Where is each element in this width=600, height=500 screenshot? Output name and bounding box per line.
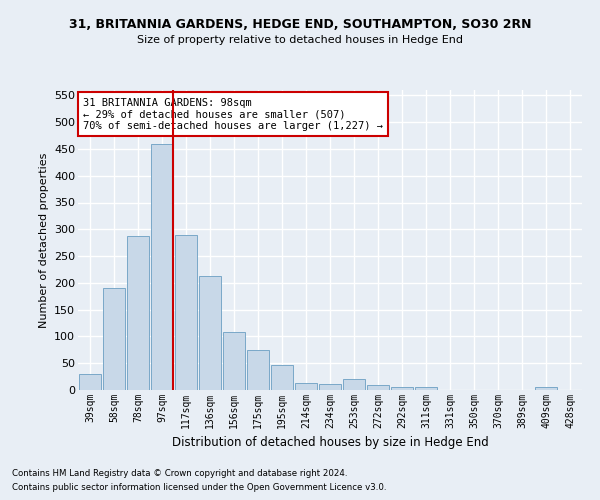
- Bar: [535, 388, 557, 390]
- Bar: [79, 374, 101, 390]
- Bar: [391, 388, 413, 390]
- Bar: [415, 388, 437, 390]
- Bar: [343, 379, 365, 390]
- Text: Contains HM Land Registry data © Crown copyright and database right 2024.: Contains HM Land Registry data © Crown c…: [12, 468, 347, 477]
- Bar: [223, 332, 245, 390]
- X-axis label: Distribution of detached houses by size in Hedge End: Distribution of detached houses by size …: [172, 436, 488, 450]
- Y-axis label: Number of detached properties: Number of detached properties: [38, 152, 49, 328]
- Text: 31, BRITANNIA GARDENS, HEDGE END, SOUTHAMPTON, SO30 2RN: 31, BRITANNIA GARDENS, HEDGE END, SOUTHA…: [69, 18, 531, 30]
- Bar: [151, 144, 173, 390]
- Text: Contains public sector information licensed under the Open Government Licence v3: Contains public sector information licen…: [12, 484, 386, 492]
- Bar: [271, 366, 293, 390]
- Bar: [319, 384, 341, 390]
- Bar: [247, 350, 269, 390]
- Text: 31 BRITANNIA GARDENS: 98sqm
← 29% of detached houses are smaller (507)
70% of se: 31 BRITANNIA GARDENS: 98sqm ← 29% of det…: [83, 98, 383, 130]
- Bar: [295, 383, 317, 390]
- Bar: [127, 236, 149, 390]
- Bar: [199, 276, 221, 390]
- Bar: [175, 234, 197, 390]
- Bar: [367, 385, 389, 390]
- Bar: [103, 288, 125, 390]
- Text: Size of property relative to detached houses in Hedge End: Size of property relative to detached ho…: [137, 35, 463, 45]
